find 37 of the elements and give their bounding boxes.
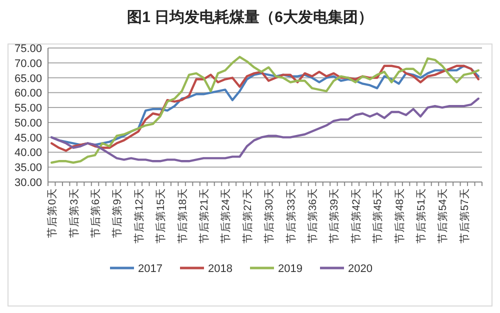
x-tick-label: 节后第3天 (67, 188, 80, 238)
x-tick-label: 节后第12天 (132, 188, 146, 244)
legend-label: 2018 (208, 263, 232, 275)
x-tick-label: 节后第48天 (392, 188, 406, 244)
x-tick-label: 节后第57天 (458, 188, 471, 244)
x-tick-label: 节后第39天 (328, 188, 341, 244)
legend-label: 2020 (348, 263, 372, 275)
y-tick-label: 35.00 (14, 162, 42, 174)
y-tick-label: 50.00 (14, 117, 42, 130)
x-tick-label: 节后第9天 (110, 188, 124, 238)
x-tick-label: 节后第54天 (436, 188, 450, 244)
x-tick-label: 节后第27天 (240, 188, 254, 244)
y-tick-label: 30.00 (14, 177, 42, 189)
legend-label: 2017 (138, 263, 162, 275)
x-tick-label: 节后第30天 (262, 188, 276, 244)
x-tick-label: 节后第15天 (154, 188, 168, 244)
y-tick-label: 60.00 (14, 88, 42, 100)
x-tick-label: 节后第6天 (89, 188, 102, 238)
line-series (50, 98, 480, 162)
x-tick-label: 节后第51天 (414, 188, 428, 244)
x-tick-label: 节后第36天 (306, 188, 320, 244)
y-tick-label: 75.00 (14, 43, 42, 55)
chart-title: 图1 日均发电耗煤量（6大发电集团） (127, 9, 373, 26)
legend-label: 2019 (278, 263, 302, 275)
x-tick-label: 节后第42天 (349, 188, 362, 244)
line-series (50, 56, 480, 164)
y-tick-label: 55.00 (14, 102, 42, 115)
x-tick-label: 节后第45天 (371, 188, 384, 244)
x-tick-label: 节后第18天 (176, 188, 189, 244)
x-tick-label: 节后第24天 (219, 188, 232, 244)
x-tick-label: 节后第0天 (46, 188, 59, 238)
y-tick-label: 45.00 (14, 132, 42, 144)
x-tick-label: 节后第21天 (198, 188, 211, 244)
y-tick-label: 40.00 (14, 147, 42, 160)
x-tick-label: 节后第33天 (284, 188, 298, 244)
y-tick-label: 70.00 (14, 58, 42, 70)
y-tick-label: 65.00 (14, 72, 42, 85)
